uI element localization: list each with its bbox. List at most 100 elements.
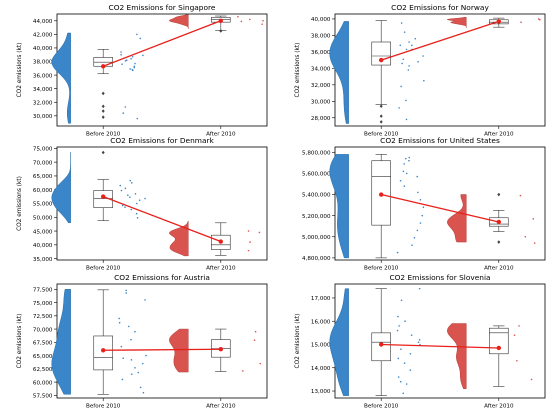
point-before	[127, 325, 130, 328]
outlier-after	[219, 29, 223, 33]
y-tick-label: 36,000	[33, 73, 53, 79]
point-before	[402, 170, 405, 173]
x-tick-label: Before 2010	[86, 266, 121, 272]
outlier-before	[101, 150, 105, 155]
y-tick-label: 38,000	[33, 60, 53, 66]
plot-frame	[334, 283, 546, 399]
mean-marker-before	[379, 192, 384, 197]
mean-marker-before	[101, 64, 106, 69]
point-after	[533, 242, 536, 244]
box-before	[371, 332, 391, 362]
point-before	[405, 383, 408, 385]
y-tick-label: 40,000	[33, 46, 53, 52]
point-before	[145, 354, 147, 357]
point-before	[125, 59, 128, 61]
outlier-before	[101, 91, 105, 96]
point-after	[539, 18, 541, 21]
panel-4: CO2 Emissions for Austria 57,500 60,000 62,…	[17, 273, 268, 410]
point-before	[419, 222, 422, 224]
mean-marker-before	[379, 57, 384, 63]
x-tick-label: After 2010	[206, 266, 236, 272]
y-tick-label: 75,000	[33, 147, 53, 153]
point-before	[397, 376, 400, 378]
point-after	[532, 218, 535, 220]
point-before	[417, 341, 420, 343]
point-before	[129, 68, 131, 70]
point-before	[119, 184, 122, 187]
point-before	[410, 334, 413, 336]
mean-line	[381, 193, 499, 223]
point-before	[411, 244, 413, 247]
point-after	[254, 330, 257, 333]
point-after	[530, 378, 533, 381]
point-before	[404, 320, 406, 323]
point-before	[130, 359, 133, 361]
point-before	[418, 287, 421, 290]
point-before	[139, 37, 142, 40]
point-before	[400, 299, 403, 302]
y-tick-label: 13,000	[311, 389, 331, 395]
point-before	[130, 373, 133, 375]
point-before	[131, 69, 134, 72]
point-before	[137, 371, 140, 374]
point-after	[249, 18, 251, 21]
point-before	[403, 185, 406, 187]
chart-title: CO2 Emissions for Singapore	[109, 3, 216, 12]
point-before	[130, 208, 133, 211]
point-before	[120, 345, 123, 348]
y-axis-label: CO2 emissions (kt)	[295, 43, 301, 98]
point-before	[121, 378, 124, 381]
plot-frame	[56, 146, 268, 261]
point-before	[416, 229, 419, 232]
point-before	[421, 214, 424, 217]
y-tick-label: 5,800,000	[302, 150, 331, 156]
y-tick-label: 50,000	[33, 215, 53, 221]
mean-marker-after	[218, 347, 223, 352]
point-before	[124, 106, 127, 108]
y-tick-label: 17,000	[311, 296, 331, 302]
point-before	[403, 163, 405, 165]
chart-title: CO2 Emissions for Austria	[114, 273, 210, 282]
y-tick-label: 55,000	[33, 202, 53, 208]
point-after	[247, 230, 250, 232]
outlier-after	[497, 240, 501, 244]
mean-marker-after	[218, 239, 223, 244]
y-tick-label: 42,000	[33, 33, 53, 39]
y-axis-label: CO2 emissions (kt)	[17, 43, 23, 98]
point-before	[144, 299, 146, 301]
y-tick-label: 67,500	[33, 341, 53, 347]
point-before	[405, 99, 407, 102]
point-before	[396, 329, 399, 332]
chart-title: CO2 Emissions for Denmark	[110, 136, 214, 145]
panel-1: CO2 Emissions for Norway 28,000 30,000 32,0…	[295, 3, 546, 138]
point-before	[129, 179, 132, 182]
y-tick-label: 5,600,000	[302, 172, 331, 178]
point-after	[253, 339, 256, 342]
y-tick-label: 34,000	[33, 87, 53, 93]
violin-before	[51, 32, 71, 124]
y-tick-label: 65,000	[33, 354, 53, 360]
point-before	[400, 22, 403, 24]
mean-marker-after	[218, 18, 223, 23]
outlier-before	[101, 115, 105, 119]
violin-after	[447, 17, 467, 29]
y-tick-label: 57,500	[33, 394, 53, 400]
x-tick-label: After 2010	[206, 132, 236, 138]
y-tick-label: 44,000	[33, 19, 53, 25]
x-tick-label: Before 2010	[364, 404, 399, 410]
x-tick-label: Before 2010	[86, 404, 121, 410]
y-tick-label: 65,000	[33, 174, 53, 180]
y-tick-label: 60,000	[33, 380, 53, 386]
mean-line	[102, 20, 222, 67]
point-after	[520, 21, 522, 24]
y-axis-label: CO2 emissions (kt)	[17, 314, 23, 369]
point-after	[262, 19, 264, 22]
point-after	[258, 231, 261, 234]
chart-title: CO2 Emissions for Slovenia	[389, 273, 490, 282]
point-before	[141, 362, 144, 365]
point-before	[419, 343, 421, 346]
point-after	[240, 20, 243, 23]
point-before	[397, 315, 399, 318]
y-tick-label: 70,000	[33, 160, 53, 166]
outlier-before	[379, 120, 383, 124]
